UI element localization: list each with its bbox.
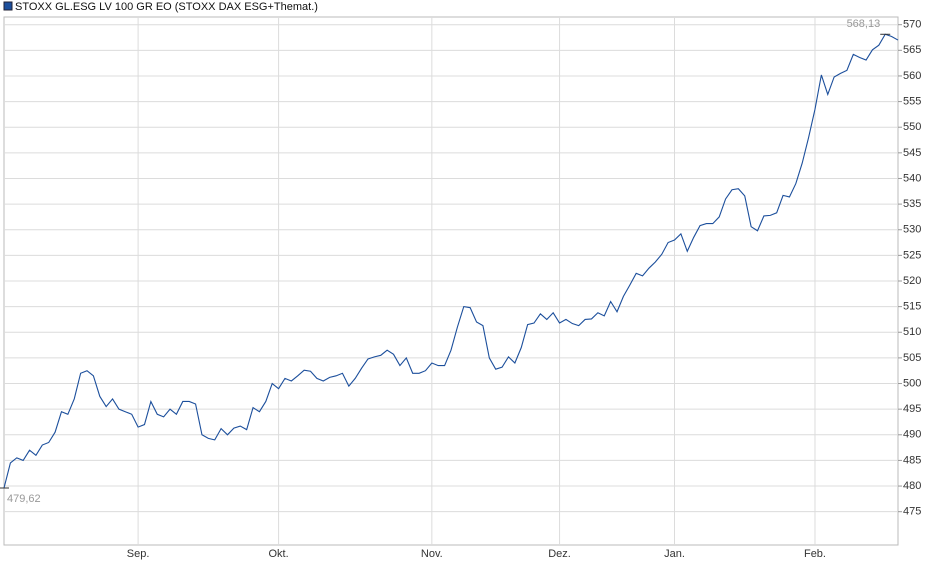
y-tick-label: 560 [903, 70, 921, 82]
legend-swatch [3, 1, 13, 11]
value-label: 568,13 [847, 18, 881, 30]
x-tick-label: Feb. [804, 548, 826, 560]
x-tick-label: Okt. [268, 548, 288, 560]
y-tick-label: 475 [903, 506, 921, 518]
x-tick-label: Nov. [421, 548, 443, 560]
y-tick-label: 495 [903, 403, 921, 415]
y-tick-label: 520 [903, 275, 921, 287]
y-tick-label: 500 [903, 377, 921, 389]
value-label: 479,62 [7, 493, 41, 505]
y-tick-label: 505 [903, 352, 921, 364]
y-tick-label: 555 [903, 95, 921, 107]
y-tick-label: 515 [903, 301, 921, 313]
y-tick-label: 530 [903, 224, 921, 236]
y-tick-label: 525 [903, 249, 921, 261]
y-tick-label: 535 [903, 198, 921, 210]
x-tick-label: Jan. [664, 548, 685, 560]
y-tick-label: 570 [903, 19, 921, 31]
y-tick-label: 565 [903, 44, 921, 56]
y-tick-label: 540 [903, 172, 921, 184]
y-tick-label: 545 [903, 147, 921, 159]
y-tick-label: 485 [903, 454, 921, 466]
y-tick-label: 490 [903, 429, 921, 441]
y-tick-label: 550 [903, 121, 921, 133]
price-line [3, 33, 899, 489]
y-tick-label: 480 [903, 480, 921, 492]
x-tick-label: Dez. [548, 548, 571, 560]
legend-label: STOXX GL.ESG LV 100 GR EO (STOXX DAX ESG… [15, 1, 318, 13]
x-tick-label: Sep. [127, 548, 150, 560]
y-tick-label: 510 [903, 326, 921, 338]
